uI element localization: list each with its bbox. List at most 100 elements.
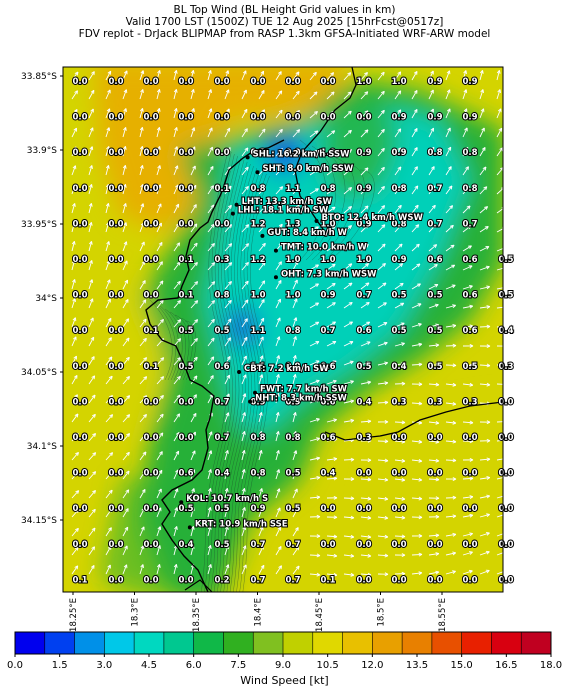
longitude-tick-label: 18.4°E	[254, 598, 264, 627]
bl-height-value: 0.0	[391, 433, 406, 443]
colorbar-tick-label: 3.0	[96, 660, 112, 671]
bl-height-value: 0.7	[214, 433, 229, 443]
bl-height-value: 0.0	[427, 575, 442, 585]
bl-height-value: 0.5	[498, 291, 513, 301]
bl-height-value: 0.0	[462, 540, 477, 550]
bl-height-value: 0.0	[72, 77, 87, 87]
longitude-axis: 18.25°E 18.3°E 18.35°E 18.4°E 18.45°E 18.5°E 1…	[69, 592, 448, 632]
bl-height-value: 0.0	[214, 148, 229, 158]
bl-height-value: 0.5	[427, 362, 442, 372]
bl-height-value: 1.0	[285, 291, 300, 301]
bl-height-value: 0.0	[214, 77, 229, 87]
latitude-tick-label: 33.85°S	[21, 72, 57, 82]
wind-arrow-field	[71, 70, 503, 577]
bl-height-values: 0.0 0.0 0.0 0.0 0.0 0.0 0.0 0.0 1.0 1.0 0.9 0.9 0.0 0…	[71, 76, 514, 586]
bl-height-value: 0.0	[320, 540, 335, 550]
latitude-tick-label: 34.05°S	[21, 368, 57, 378]
bl-height-value: 0.0	[498, 469, 513, 479]
colorbar-tick-label: 9.0	[275, 660, 291, 671]
bl-height-value: 0.0	[178, 148, 193, 158]
colorbar-swatch	[253, 632, 284, 654]
station-dot	[248, 399, 253, 404]
station-label: NHT: 8.3 km/h SSW	[255, 394, 347, 404]
latitude-tick-label: 34.15°S	[21, 516, 57, 526]
station-marker: BTO: 12.4 km/h WSW	[314, 212, 424, 224]
bl-height-value: 0.9	[462, 113, 477, 123]
latitude-tick-label: 33.95°S	[21, 220, 57, 230]
station-label: CBT: 7.2 km/h SW	[244, 364, 329, 374]
colorbar-tick-label: 6.0	[186, 660, 202, 671]
bl-height-value: 0.8	[250, 469, 265, 479]
bl-height-value: 0.8	[391, 184, 406, 194]
bl-height-value: 0.8	[391, 219, 406, 229]
bl-height-value: 0.2	[214, 575, 229, 585]
station-dot	[237, 370, 242, 374]
bl-height-value: 0.0	[72, 255, 87, 265]
bl-height-value: 0.9	[391, 148, 406, 158]
colorbar-swatch	[134, 632, 165, 654]
bl-height-value: 0.3	[391, 397, 406, 407]
bl-height-value: 0.0	[72, 326, 87, 336]
bl-height-value: 0.1	[178, 255, 193, 265]
bl-height-value: 0.6	[427, 255, 442, 265]
colorbar-swatch	[104, 632, 135, 654]
bl-height-value: 0.0	[178, 184, 193, 194]
bl-height-value: 0.0	[143, 291, 158, 301]
bl-height-value: 0.9	[250, 397, 265, 407]
bl-height-value: 0.1	[178, 291, 193, 301]
colorbar-swatch	[283, 632, 314, 654]
bl-height-value: 0.0	[178, 397, 193, 407]
bl-height-value: 0.7	[285, 575, 300, 585]
bl-height-value: 0.4	[391, 362, 406, 372]
colorbar-tick-label: 15.0	[451, 660, 473, 671]
bl-height-value: 0.0	[462, 575, 477, 585]
colorbar-swatch	[431, 632, 463, 654]
bl-height-value: 0.0	[285, 113, 300, 123]
bl-height-value: 0.0	[498, 540, 513, 550]
colorbar-tick-label: 12.0	[361, 660, 383, 671]
bl-height-value: 1.0	[356, 77, 371, 87]
bl-height-value: 0.0	[427, 540, 442, 550]
station-dot	[230, 211, 235, 216]
bl-height-value: 0.6	[178, 469, 193, 479]
bl-height-value: 0.8	[427, 148, 442, 158]
latitude-tick-label: 34°S	[35, 294, 57, 304]
bl-height-value: 0.5	[427, 326, 442, 336]
bl-height-value: 1.0	[391, 77, 406, 87]
bl-height-value: 1.0	[250, 291, 265, 301]
title-line-2: Valid 1700 LST (1500Z) TUE 12 Aug 2025 […	[125, 16, 444, 28]
bl-height-value: 0.0	[178, 433, 193, 443]
bl-height-value: 0.5	[427, 291, 442, 301]
bl-height-value: 0.3	[250, 148, 265, 158]
bl-height-value: 0.0	[108, 219, 123, 229]
colorbar-tick-label: 7.5	[230, 660, 246, 671]
colorbar: 0.0 1.5 3.0 4.5 6.0 7.5 9.0 10.5 12.0 13.5 15.0 16.…	[7, 631, 562, 671]
colorbar-swatch	[223, 632, 254, 654]
station-dot	[234, 202, 239, 207]
bl-height-value: 0.0	[427, 469, 442, 479]
bl-height-value: 0.1	[320, 575, 335, 585]
bl-height-value: 0.8	[285, 433, 300, 443]
bl-height-value: 0.0	[143, 184, 158, 194]
bl-height-value: 0.9	[356, 184, 371, 194]
bl-height-value: 0.0	[498, 397, 513, 407]
colorbar-tick-label: 1.5	[52, 660, 68, 671]
bl-height-value: 0.0	[462, 433, 477, 443]
bl-height-value: 0.4	[498, 326, 513, 336]
colorbar-tick-label: 10.5	[317, 660, 339, 671]
colorbar-swatch	[402, 632, 433, 654]
colorbar-tick-label: 13.5	[406, 660, 428, 671]
station-label: TMT: 10.0 km/h W	[281, 243, 368, 253]
bl-height-value: 0.0	[143, 575, 158, 585]
station-marker: LHL: 18.1 km/h SW	[230, 205, 330, 217]
longitude-tick-label: 18.25°E	[69, 598, 79, 632]
longitude-tick-label: 18.45°E	[315, 598, 325, 632]
bl-height-value: 0.6	[462, 291, 477, 301]
bl-height-value: 0.5	[178, 504, 193, 514]
bl-height-value: 0.0	[320, 77, 335, 87]
station-label: LHT: 13.3 km/h SW	[242, 197, 333, 207]
bl-height-value: 0.0	[356, 504, 371, 514]
bl-height-value: 0.4	[356, 397, 371, 407]
bl-height-value: 0.0	[72, 469, 87, 479]
colorbar-swatch	[163, 632, 195, 654]
